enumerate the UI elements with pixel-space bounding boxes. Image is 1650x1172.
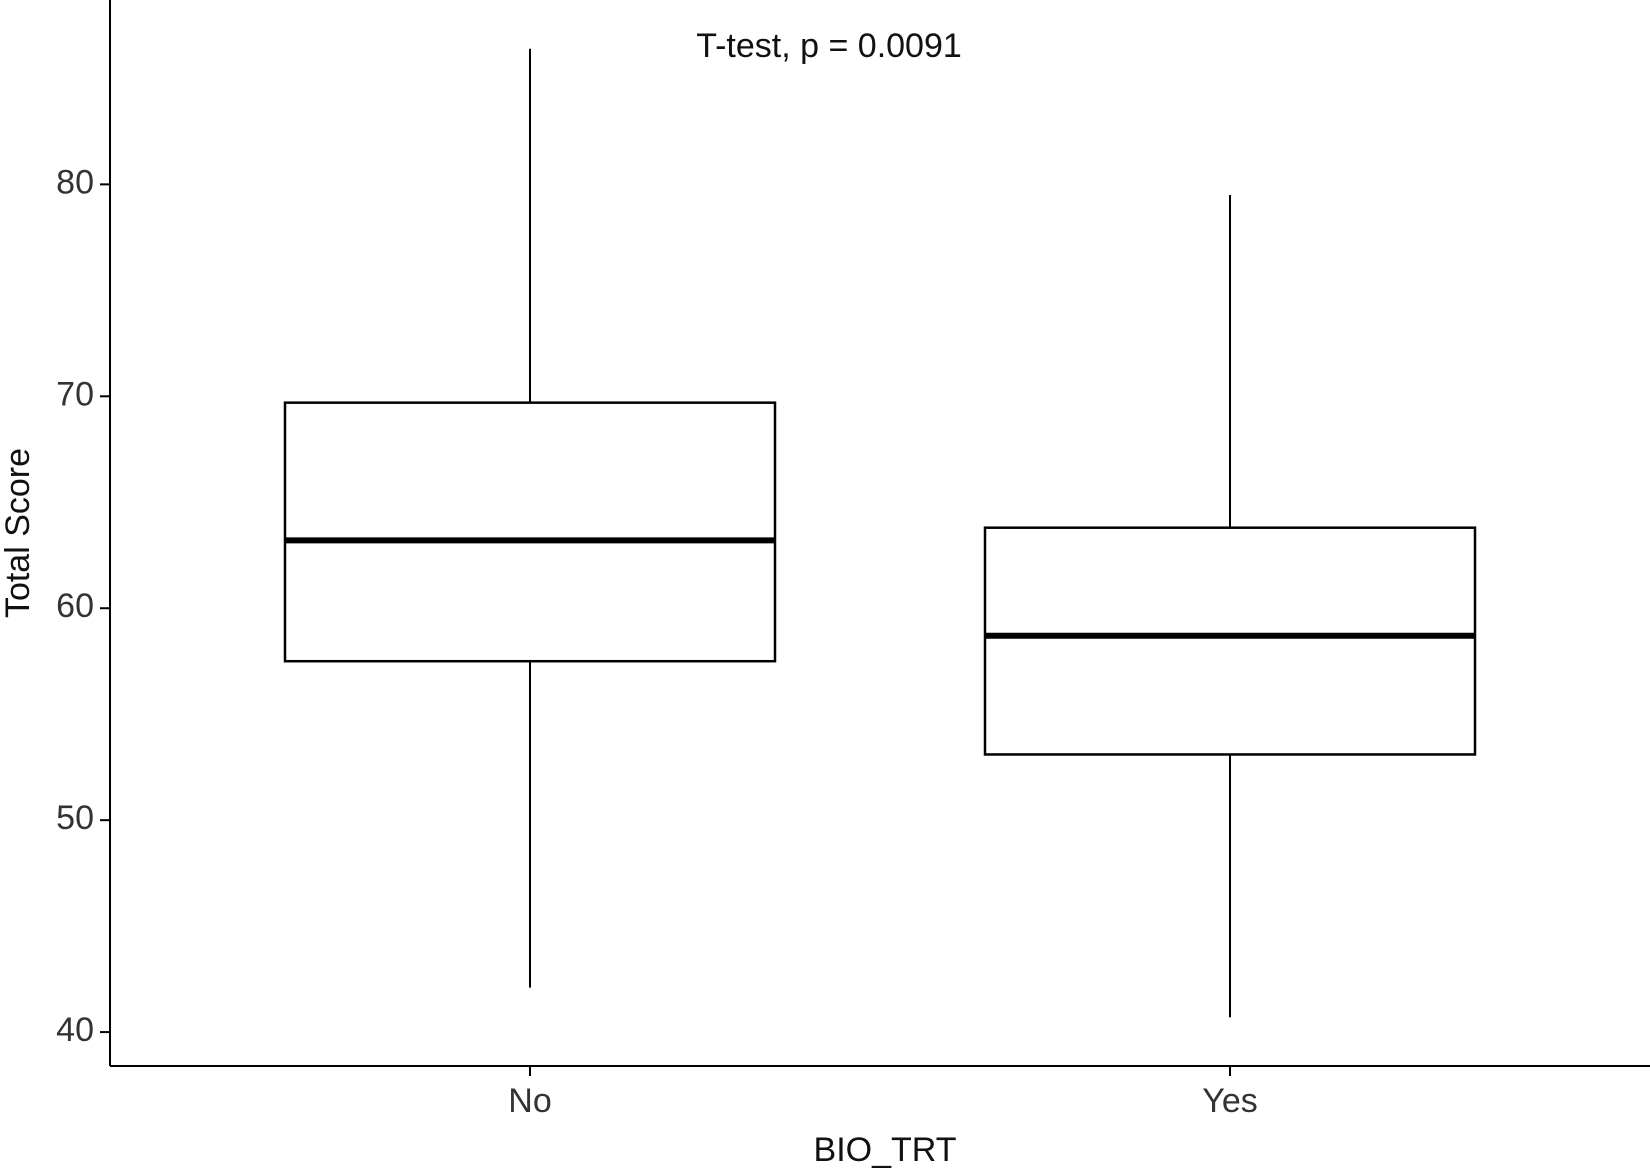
box: [283, 401, 777, 663]
annotation: T-test, p = 0.0091: [696, 27, 962, 65]
y-axis-label: Total Score: [0, 448, 37, 618]
y-tick-label: 40: [56, 1011, 94, 1049]
y-tick-label: 80: [56, 163, 94, 201]
y-tick-label: 70: [56, 375, 94, 413]
x-axis-label: BIO_TRT: [814, 1131, 957, 1169]
y-tick-label: 50: [56, 799, 94, 837]
x-tick-label: No: [508, 1082, 551, 1120]
box: [983, 526, 1477, 756]
y-tick-label: 60: [56, 587, 94, 625]
x-tick-label: Yes: [1202, 1082, 1257, 1120]
